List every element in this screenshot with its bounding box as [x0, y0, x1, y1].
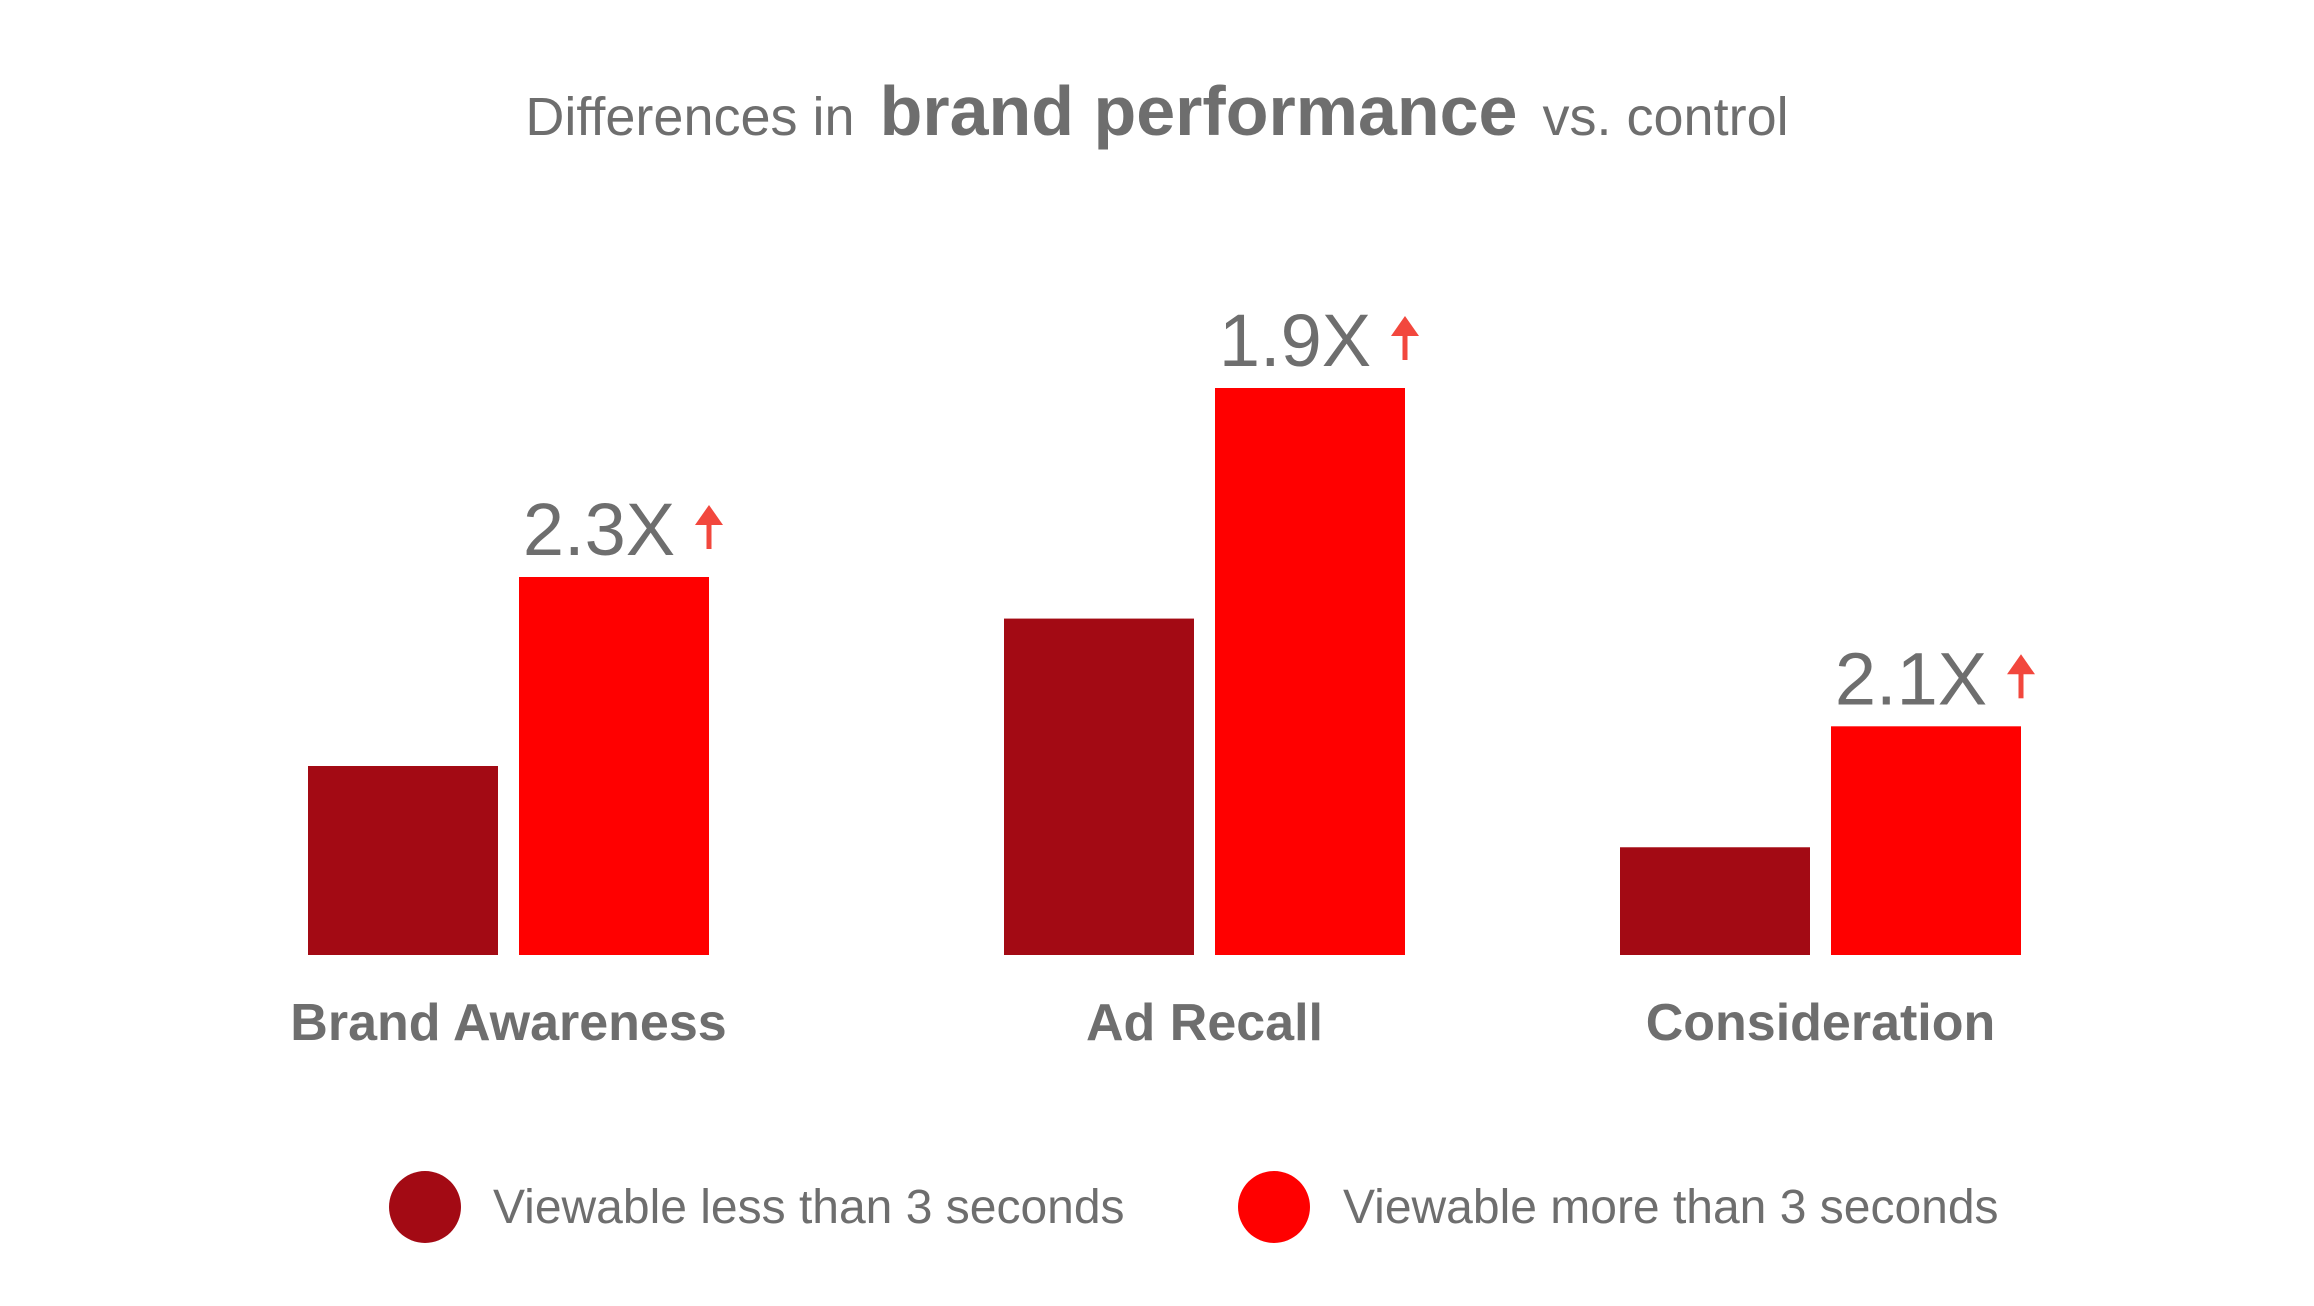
- legend-label-1: Viewable more than 3 seconds: [1343, 1181, 1999, 1234]
- bars-layer: [308, 388, 2021, 955]
- data-label: 2.3X: [523, 488, 675, 571]
- chart-title: Differences in brand performance vs. con…: [525, 72, 1788, 150]
- legend-label-0: Viewable less than 3 seconds: [493, 1181, 1125, 1234]
- data-label: 1.9X: [1219, 299, 1371, 382]
- data-label: 2.1X: [1835, 637, 1987, 720]
- bar-less-2: [1620, 847, 1810, 955]
- legend-swatch-1: [1238, 1171, 1310, 1243]
- chart-title-emphasis: brand performance: [880, 72, 1518, 150]
- bar-more-1: [1215, 388, 1405, 955]
- up-arrow-icon: [2007, 654, 2035, 699]
- labels-layer: Brand Awareness 2.3X Ad Recall 1.9X Consider…: [290, 299, 2035, 1052]
- chart-title-prefix: Differences in: [525, 87, 854, 147]
- chart-title-suffix: vs. control: [1543, 87, 1789, 147]
- legend-swatch-0: [389, 1171, 461, 1243]
- category-label: Ad Recall: [1086, 994, 1323, 1052]
- up-arrow-icon: [695, 505, 723, 549]
- category-label: Brand Awareness: [290, 994, 726, 1052]
- up-arrow-icon: [1391, 316, 1419, 360]
- legend: Viewable less than 3 seconds Viewable mor…: [389, 1171, 1999, 1243]
- bar-more-0: [519, 577, 709, 955]
- bar-less-1: [1004, 618, 1194, 955]
- bar-more-2: [1831, 726, 2021, 955]
- bar-less-0: [308, 766, 498, 955]
- category-label: Consideration: [1646, 994, 1996, 1052]
